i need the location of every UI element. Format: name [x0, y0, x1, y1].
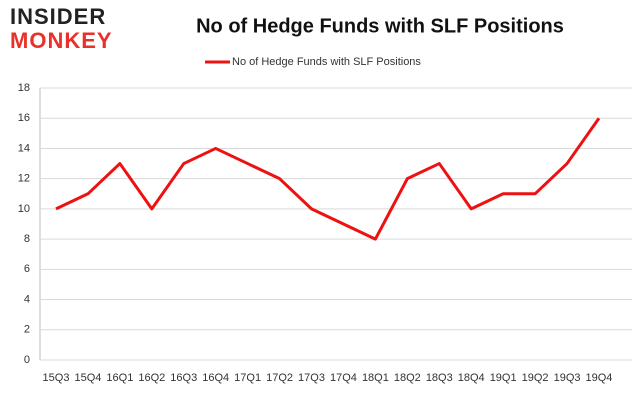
y-tick-label: 0 — [24, 354, 30, 366]
y-tick-label: 14 — [18, 142, 30, 154]
x-tick-label: 16Q2 — [138, 372, 165, 384]
logo-line2: MONKEY — [10, 28, 113, 53]
y-tick-label: 4 — [24, 293, 30, 305]
y-tick-label: 2 — [24, 324, 30, 336]
x-tick-label: 16Q3 — [170, 372, 197, 384]
x-tick-label: 18Q3 — [426, 372, 453, 384]
x-tick-label: 17Q2 — [266, 372, 293, 384]
x-tick-label: 19Q2 — [522, 372, 549, 384]
x-tick-label: 15Q4 — [74, 372, 101, 384]
legend-label: No of Hedge Funds with SLF Positions — [232, 56, 421, 68]
x-tick-label: 15Q3 — [43, 372, 70, 384]
y-tick-label: 10 — [18, 203, 30, 215]
data-line — [55, 117, 601, 241]
chart-title: No of Hedge Funds with SLF Positions — [196, 15, 564, 37]
y-tick-label: 16 — [18, 112, 30, 124]
logo-line1: INSIDER — [10, 4, 106, 29]
x-tick-label: 18Q2 — [394, 372, 421, 384]
x-tick-label: 19Q1 — [490, 372, 517, 384]
x-tick-label: 17Q4 — [330, 372, 357, 384]
x-tick-label: 18Q4 — [458, 372, 485, 384]
x-tick-label: 17Q1 — [234, 372, 261, 384]
y-tick-label: 6 — [24, 263, 30, 275]
y-tick-label: 8 — [24, 233, 30, 245]
x-tick-label: 19Q4 — [586, 372, 613, 384]
x-tick-label: 19Q3 — [554, 372, 581, 384]
y-tick-label: 18 — [18, 82, 30, 94]
x-tick-label: 16Q4 — [202, 372, 229, 384]
x-tick-label: 17Q3 — [298, 372, 325, 384]
y-tick-label: 12 — [18, 173, 30, 185]
x-tick-label: 16Q1 — [106, 372, 133, 384]
x-tick-label: 18Q1 — [362, 372, 389, 384]
